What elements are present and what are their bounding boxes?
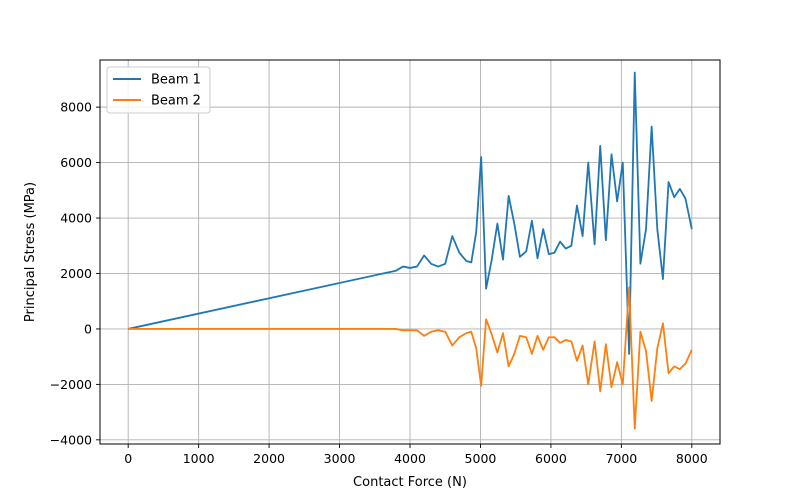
legend-label-beam-1: Beam 1 [151,73,201,88]
series-lines [127,71,693,430]
y-tick-label: −4000 [50,432,92,447]
x-tick-label: 8000 [676,451,708,466]
legend: Beam 1 Beam 2 [106,66,211,114]
y-tick-label: 6000 [60,155,92,170]
series-line-beam-2 [128,286,693,430]
x-tick-label: 5000 [465,451,497,466]
x-tick-label: 3000 [324,451,356,466]
y-tick-label: 8000 [60,100,92,115]
x-tick-label: 1000 [183,451,215,466]
x-tick-label: 7000 [605,451,637,466]
x-tick-label: 4000 [394,451,426,466]
x-tick-label: 2000 [253,451,285,466]
y-tick-label: −2000 [50,377,92,392]
x-axis-label: Contact Force (N) [353,475,467,490]
y-tick-label: 2000 [60,266,92,281]
grid [100,60,720,444]
y-axis-label: Principal Stress (MPa) [23,182,38,322]
legend-label-beam-2: Beam 2 [151,94,201,109]
x-tick-label: 0 [124,451,132,466]
series-line-beam-1 [127,71,693,355]
y-tick-label: 4000 [60,211,92,226]
y-tick-label: 0 [84,321,92,336]
x-tick-label: 6000 [535,451,567,466]
axis-ticks: 0 1000 2000 3000 4000 5000 6000 7000 8000 −4000 −2… [50,100,708,466]
